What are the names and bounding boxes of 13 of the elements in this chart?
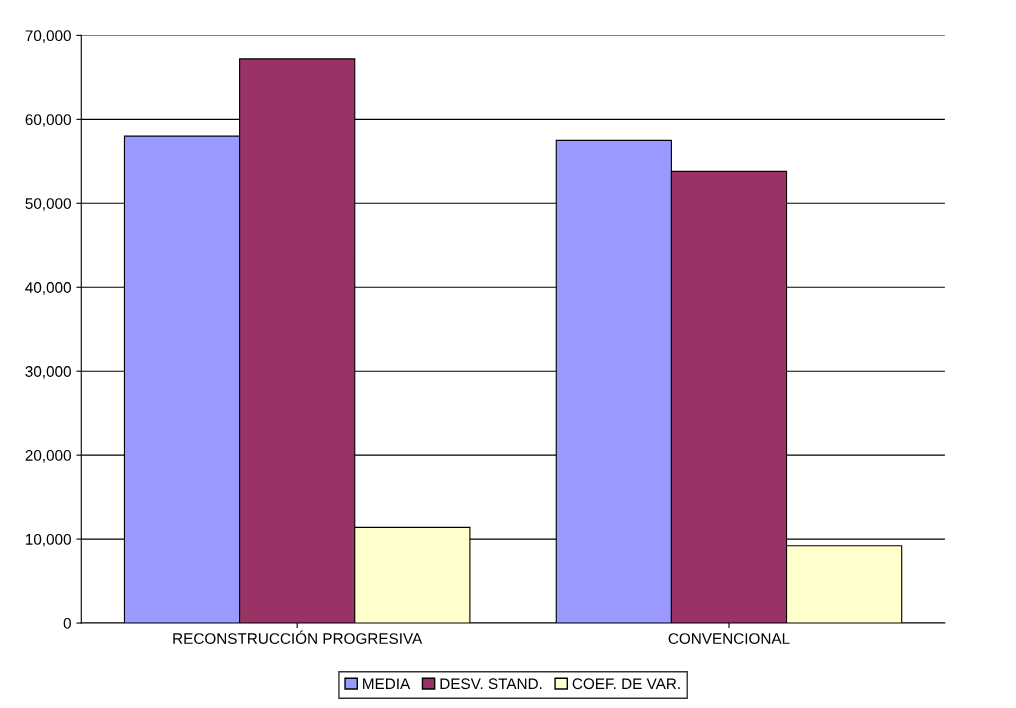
y-tick-label: 50,000	[25, 198, 71, 211]
x-tick-label: RECONSTRUCCIÓN PROGRESIVA	[173, 630, 423, 644]
y-tick-label: 10,000	[26, 533, 71, 547]
legend-label: MEDIA	[363, 678, 411, 689]
y-tick-label: 70,000	[25, 30, 71, 43]
legend-label: COEF. DE VAR.	[572, 678, 680, 690]
legend-label: DESV. STAND.	[440, 678, 542, 690]
y-tick-label: 20,000	[25, 450, 71, 463]
y-tick-label: 0	[63, 617, 71, 629]
y-tick-label: 30,000	[25, 366, 71, 379]
y-tick-label: 40,000	[25, 282, 71, 295]
x-tick-label: CONVENCIONAL	[668, 633, 790, 644]
y-tick-label: 60,000	[25, 114, 71, 127]
